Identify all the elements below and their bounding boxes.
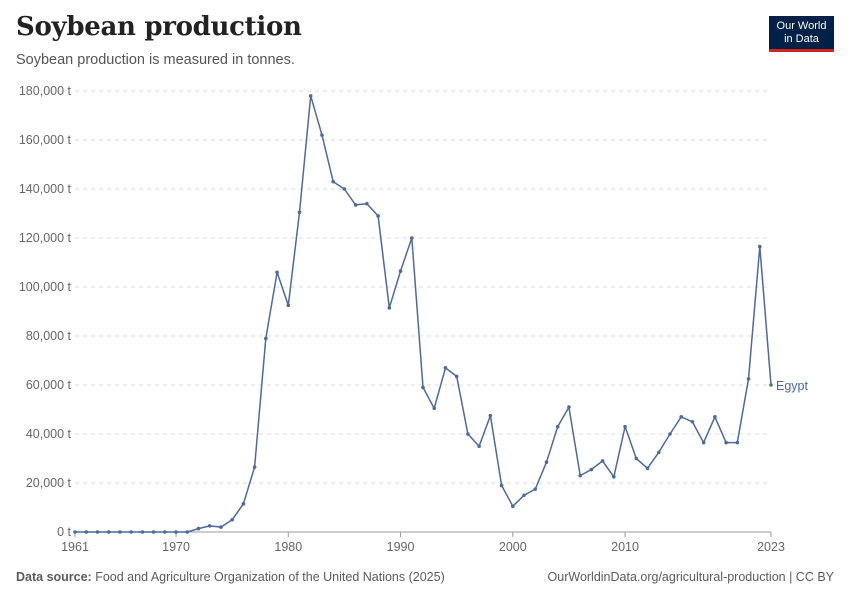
data-point (589, 467, 594, 472)
line-chart: 0 t 20,000 t 40,000 t 60,000 t 80,000 t 100,0… (19, 84, 809, 554)
data-point (308, 94, 313, 98)
data-point (612, 475, 616, 479)
data-point (106, 530, 111, 534)
data-point (219, 525, 223, 529)
data-point (623, 424, 627, 429)
data-point (454, 374, 459, 379)
data-point (668, 432, 672, 436)
data-point (331, 179, 335, 184)
series-label-egypt: Egypt (776, 379, 808, 393)
y-tick-label: 100,000 t (19, 280, 72, 294)
data-source-text: Food and Agriculture Organization of the… (95, 570, 445, 584)
data-point (656, 450, 661, 455)
data-point (252, 465, 257, 469)
x-tick-label: 2000 (499, 540, 527, 554)
data-point (151, 530, 156, 534)
data-point (163, 530, 167, 534)
data-point (118, 530, 122, 534)
y-tick-label: 80,000 t (26, 329, 72, 343)
data-point (432, 406, 437, 411)
logo-line-1: Our World (776, 19, 827, 32)
data-point (387, 306, 392, 310)
chart-subtitle: Soybean production is measured in tonnes… (16, 52, 295, 68)
x-tick-label: 2010 (611, 540, 639, 554)
grid-lines (75, 90, 771, 484)
data-point (634, 456, 639, 461)
data-point (488, 413, 493, 418)
data-point (746, 377, 751, 381)
data-point (533, 487, 538, 491)
data-point (679, 415, 683, 419)
owid-logo[interactable]: Our World in Data (769, 16, 834, 52)
data-point (567, 405, 571, 409)
data-point (73, 530, 77, 534)
data-point (600, 459, 605, 463)
data-point (443, 366, 448, 370)
data-point (353, 203, 358, 207)
data-point (297, 210, 302, 215)
data-point (701, 440, 706, 445)
data-point (275, 270, 279, 275)
data-point (207, 524, 212, 528)
logo-line-2: in Data (784, 32, 819, 45)
data-point (140, 530, 145, 534)
data-point (555, 424, 560, 429)
data-point (84, 530, 89, 534)
x-tick-label: 1980 (274, 540, 302, 554)
data-point (645, 466, 650, 471)
data-point (174, 530, 178, 534)
y-tick-label: 120,000 t (19, 231, 72, 245)
data-point (769, 383, 773, 387)
data-point (690, 419, 695, 424)
data-point (757, 244, 762, 249)
data-source: Data source: Food and Agriculture Organi… (16, 570, 445, 584)
data-point (735, 440, 740, 445)
y-tick-label: 0 t (57, 525, 71, 539)
data-point (230, 517, 234, 522)
data-point (286, 303, 291, 308)
data-point (713, 415, 717, 419)
x-tick-label: 2023 (757, 540, 785, 554)
y-tick-label: 180,000 t (19, 84, 72, 98)
data-point (342, 187, 347, 191)
data-point (522, 493, 526, 498)
data-point (477, 444, 481, 449)
y-tick-label: 160,000 t (19, 133, 72, 147)
data-point (511, 504, 515, 509)
axes: 0 t 20,000 t 40,000 t 60,000 t 80,000 t 100,0… (19, 84, 785, 554)
data-source-label: Data source: (16, 570, 92, 584)
series-layer: Egypt (73, 94, 808, 534)
y-tick-label: 140,000 t (19, 182, 72, 196)
data-point (421, 385, 425, 390)
y-tick-label: 40,000 t (26, 427, 72, 441)
data-point (724, 440, 728, 445)
data-point (129, 530, 133, 534)
data-point (466, 432, 470, 436)
y-tick-label: 60,000 t (26, 378, 72, 392)
data-point (264, 336, 268, 341)
data-point (196, 526, 201, 531)
data-point (95, 530, 100, 534)
data-point (376, 214, 380, 218)
data-point (409, 236, 414, 240)
x-tick-label: 1990 (387, 540, 415, 554)
data-point (365, 201, 369, 206)
x-tick-label: 1961 (61, 540, 89, 554)
data-point (320, 133, 324, 137)
data-point (185, 530, 190, 534)
chart-title: Soybean production (16, 12, 302, 42)
attribution-link[interactable]: OurWorldinData.org/agricultural-producti… (547, 570, 834, 584)
data-point (578, 473, 582, 478)
data-point (499, 483, 504, 488)
data-point (398, 269, 403, 273)
x-tick-label: 1970 (162, 540, 190, 554)
y-tick-label: 20,000 t (26, 476, 72, 490)
data-point (544, 460, 549, 464)
series-line-egypt (75, 95, 772, 533)
data-point (241, 502, 246, 506)
